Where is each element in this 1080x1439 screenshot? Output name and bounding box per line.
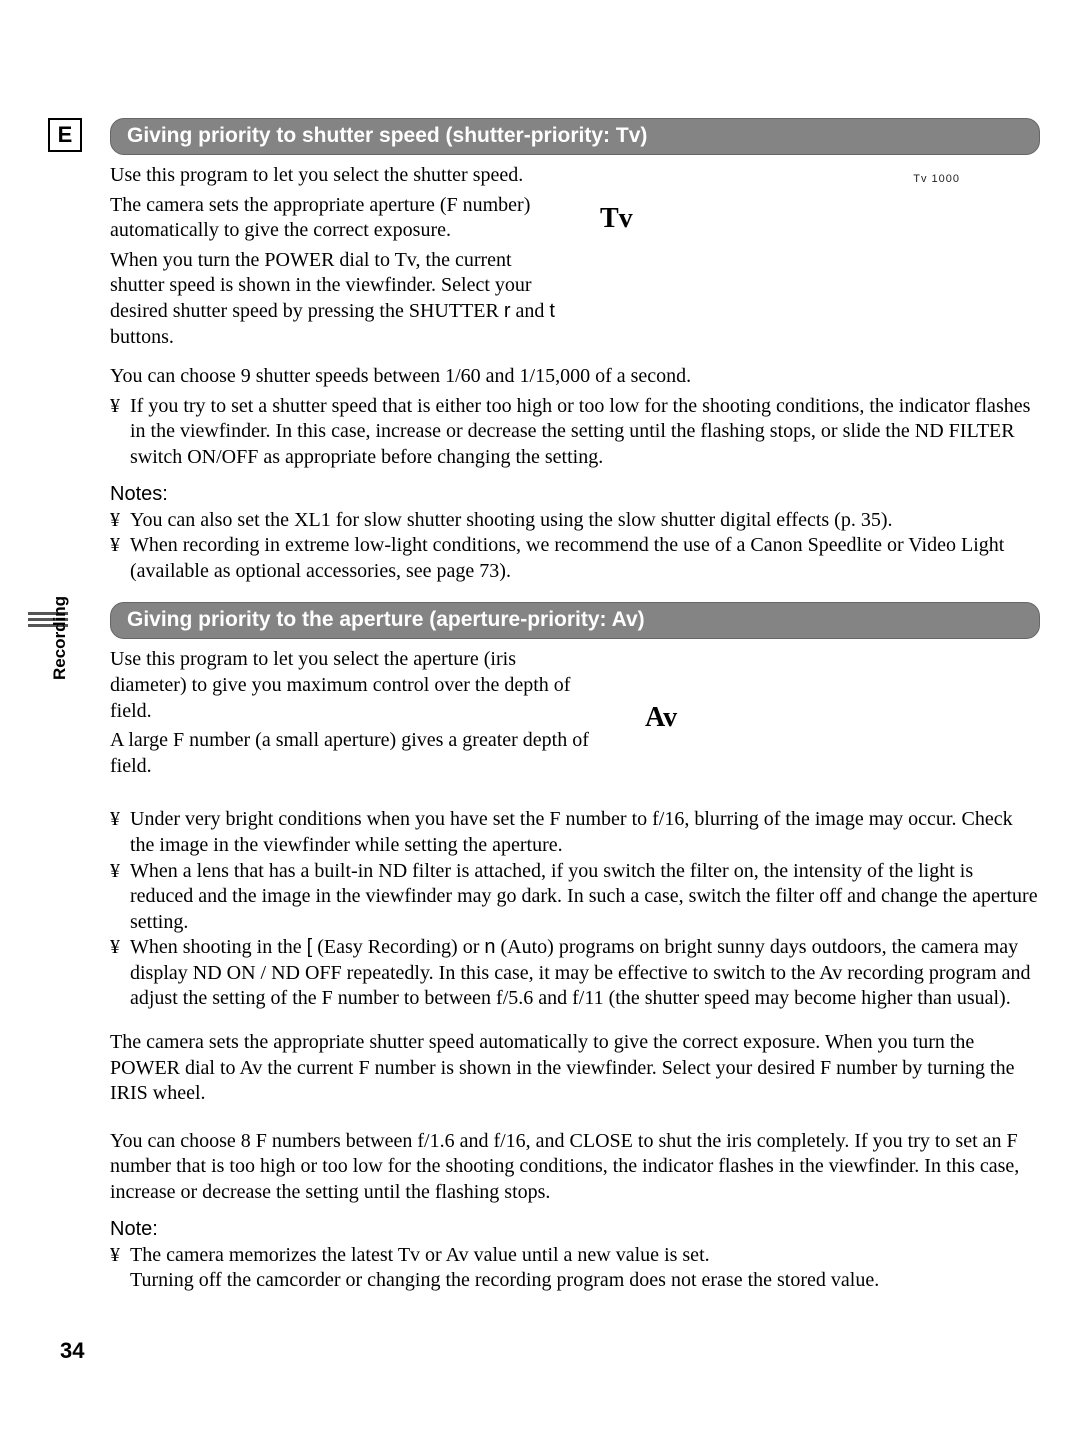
bullet-icon: ¥ xyxy=(110,859,130,936)
av-two-column: Use this program to let you select the a… xyxy=(110,647,1040,797)
tv-bullet-block: ¥ If you try to set a shutter speed that… xyxy=(110,394,1040,471)
auto-icon: n xyxy=(484,936,495,958)
tv-para2: The camera sets the appropriate aperture… xyxy=(110,193,555,244)
tv-viewfinder-readout: Tv 1000 xyxy=(913,173,960,185)
bullet-icon: ¥ xyxy=(110,533,130,584)
tv-note-a: You can also set the XL1 for slow shutte… xyxy=(130,508,1040,534)
tv-notes-heading: Notes: xyxy=(110,483,1040,506)
tv-para3b: and xyxy=(511,300,550,322)
bullet-icon: ¥ xyxy=(110,394,130,471)
tv-bullet1: If you try to set a shutter speed that i… xyxy=(130,394,1040,471)
tv-para3: When you turn the POWER dial to Tv, the … xyxy=(110,248,555,350)
av-mode-label: Av xyxy=(645,702,677,734)
bullet-icon: ¥ xyxy=(110,508,130,534)
tv-two-column: Use this program to let you select the s… xyxy=(110,163,1040,354)
page-content: Giving priority to shutter speed (shutte… xyxy=(110,118,1040,1294)
tv-para3c: buttons. xyxy=(110,326,174,348)
av-bullet2: When a lens that has a built-in ND filte… xyxy=(130,859,1040,936)
av-para2: A large F number (a small aperture) give… xyxy=(110,728,590,779)
section-side-label: Recording xyxy=(50,596,70,680)
av-bullet3b: (Easy Recording) or xyxy=(312,936,484,958)
tv-para3a: When you turn the POWER dial to Tv, the … xyxy=(110,249,532,322)
av-note-heading: Note: xyxy=(110,1218,1040,1241)
av-note-a: The camera memorizes the latest Tv or Av… xyxy=(130,1243,1040,1269)
av-note-b: Turning off the camcorder or changing th… xyxy=(130,1268,1040,1294)
tv-para1: Use this program to let you select the s… xyxy=(110,163,555,189)
av-bullet3a: When shooting in the xyxy=(130,936,307,958)
section-header-av: Giving priority to the aperture (apertur… xyxy=(110,602,1040,639)
tv-speeds-line: You can choose 9 shutter speeds between … xyxy=(110,364,1040,390)
section-header-tv: Giving priority to shutter speed (shutte… xyxy=(110,118,1040,155)
av-bullet1: Under very bright conditions when you ha… xyxy=(130,807,1040,858)
shutter-r-icon: r xyxy=(504,300,511,322)
bullet-icon: ¥ xyxy=(110,1243,130,1294)
av-para4: You can choose 8 F numbers between f/1.6… xyxy=(110,1129,1040,1206)
av-para3: The camera sets the appropriate shutter … xyxy=(110,1030,1040,1107)
bullet-icon: ¥ xyxy=(110,935,130,1012)
page-number: 34 xyxy=(60,1338,84,1364)
tv-note-b: When recording in extreme low-light cond… xyxy=(130,533,1040,584)
tv-mode-label: Tv xyxy=(600,203,633,235)
av-para1: Use this program to let you select the a… xyxy=(110,647,590,724)
language-marker: E xyxy=(48,118,82,152)
av-bullet3: When shooting in the [ (Easy Recording) … xyxy=(130,935,1040,1012)
bullet-icon: ¥ xyxy=(110,807,130,858)
